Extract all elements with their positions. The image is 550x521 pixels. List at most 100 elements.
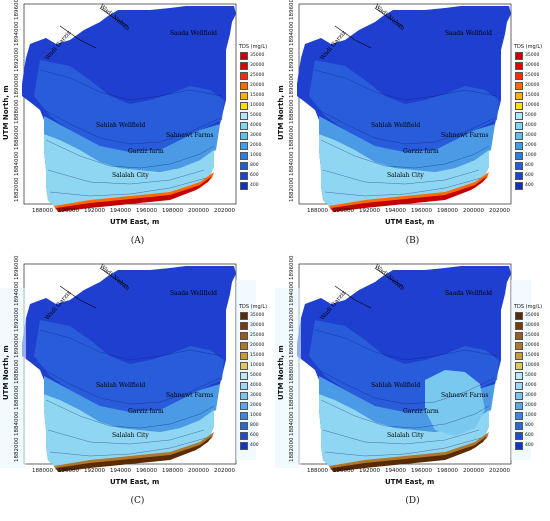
salalah-city-label: Salalah City xyxy=(387,432,424,439)
contour-line-5 xyxy=(324,177,482,197)
legend-label: 35000 xyxy=(525,53,540,58)
legend-item: 10000 xyxy=(240,102,270,110)
legend-item: 25000 xyxy=(240,332,270,340)
legend-item: 400 xyxy=(240,442,270,450)
y-tick-label: 1894000 xyxy=(289,281,295,307)
coastal-strip-inner xyxy=(331,176,487,212)
legend-item: 20000 xyxy=(515,82,545,90)
legend-swatch xyxy=(515,52,523,60)
saada-wellfield-label: Saada Wellfield xyxy=(170,290,217,297)
legend-item: 10000 xyxy=(515,102,545,110)
legend-item: 15000 xyxy=(515,92,545,100)
contour-line-2 xyxy=(318,109,496,145)
legend-item: 20000 xyxy=(240,342,270,350)
tds-map-b xyxy=(297,3,512,212)
legend-label: 20000 xyxy=(250,343,265,348)
contour-line-5 xyxy=(49,437,207,457)
zone-light-blue xyxy=(44,376,220,432)
y-axis-label: UTM North, m xyxy=(277,345,285,400)
legend-item: 400 xyxy=(515,442,545,450)
legend-item: 15000 xyxy=(240,92,270,100)
legend-swatch xyxy=(515,332,523,340)
legend-label: 5000 xyxy=(250,373,262,378)
legend-swatch xyxy=(515,142,523,150)
tds-map-a xyxy=(22,3,237,212)
legend-title: TDS (mg/L) xyxy=(239,304,268,310)
legend-swatch xyxy=(240,362,248,370)
legend-swatch xyxy=(515,442,523,450)
saada-wellfield-label: Saada Wellfield xyxy=(445,30,492,37)
legend-swatch xyxy=(515,312,523,320)
legend-swatch xyxy=(515,422,523,430)
y-tick-label: 1884000 xyxy=(14,151,20,177)
legend-label: 2000 xyxy=(525,143,537,148)
legend-item: 20000 xyxy=(515,342,545,350)
legend-swatch xyxy=(515,392,523,400)
legend-label: 4000 xyxy=(525,383,537,388)
legend-label: 2000 xyxy=(250,143,262,148)
legend-item: 30000 xyxy=(515,62,545,70)
legend-swatch xyxy=(240,92,248,100)
legend-swatch xyxy=(515,352,523,360)
contour-line-1 xyxy=(39,69,223,101)
legend-item: 3000 xyxy=(240,132,270,140)
legend-swatch xyxy=(515,162,523,170)
legend-label: 30000 xyxy=(250,323,265,328)
legend-label: 20000 xyxy=(250,83,265,88)
y-tick-label: 1892000 xyxy=(289,307,295,333)
y-tick-label: 1882000 xyxy=(14,437,20,463)
legend-swatch xyxy=(240,382,248,390)
legend-label: 10000 xyxy=(525,103,540,108)
legend-swatch xyxy=(240,62,248,70)
y-axis-label: UTM North, m xyxy=(277,85,285,140)
contour-line-1 xyxy=(314,329,498,361)
legend-item: 3000 xyxy=(240,392,270,400)
x-tick-label: 196000 xyxy=(136,468,157,474)
legend-item: 10000 xyxy=(515,362,545,370)
legend-item: 2000 xyxy=(240,142,270,150)
sahnawt-farms-label: Sahnawt Farms xyxy=(441,132,489,139)
salalah-city-label: Salalah City xyxy=(112,432,149,439)
legend-title: TDS (mg/L) xyxy=(514,44,543,50)
legend-swatch xyxy=(515,402,523,410)
legend-swatch xyxy=(515,122,523,130)
x-tick-label: 188000 xyxy=(307,208,328,214)
legend-label: 800 xyxy=(525,423,534,428)
legend-label: 3000 xyxy=(250,133,262,138)
legend-swatch xyxy=(515,362,523,370)
legend-label: 4000 xyxy=(250,123,262,128)
panel-caption: (C) xyxy=(130,496,145,506)
zone-light-blue xyxy=(44,116,220,172)
x-tick-label: 200000 xyxy=(188,208,209,214)
legend-label: 1000 xyxy=(250,153,262,158)
x-tick-label: 194000 xyxy=(110,208,131,214)
wadi-naban-line xyxy=(99,7,129,27)
map-panel-d xyxy=(275,260,550,520)
coastal-strip-outer xyxy=(329,172,489,210)
x-tick-label: 196000 xyxy=(411,468,432,474)
sahnawt-farms-label: Sahnawt Farms xyxy=(166,132,214,139)
x-tick-label: 194000 xyxy=(385,468,406,474)
legend-label: 35000 xyxy=(525,313,540,318)
coastal-strip-outer xyxy=(54,432,214,470)
sahlah-wellfield-label: Sahlah Wellfield xyxy=(96,382,146,389)
legend-label: 30000 xyxy=(250,63,265,68)
legend-label: 5000 xyxy=(250,113,262,118)
y-tick-label: 1886000 xyxy=(289,125,295,151)
legend-swatch xyxy=(240,352,248,360)
legend-label: 35000 xyxy=(250,53,265,58)
legend-item: 5000 xyxy=(240,112,270,120)
sahlah-wellfield-label: Sahlah Wellfield xyxy=(371,122,421,129)
legend-label: 25000 xyxy=(250,333,265,338)
legend-label: 600 xyxy=(250,173,259,178)
legend-swatch xyxy=(240,112,248,120)
legend-label: 35000 xyxy=(250,313,265,318)
garziz-farm-label: Garziz farm xyxy=(403,408,439,415)
zone-light-blue xyxy=(319,116,495,172)
wadi-garziz-line xyxy=(334,25,372,49)
legend-swatch xyxy=(515,182,523,190)
y-tick-label: 1890000 xyxy=(289,333,295,359)
legend-item: 1000 xyxy=(240,412,270,420)
garziz-farm-label: Garziz farm xyxy=(403,148,439,155)
zone-cyan xyxy=(319,394,489,466)
